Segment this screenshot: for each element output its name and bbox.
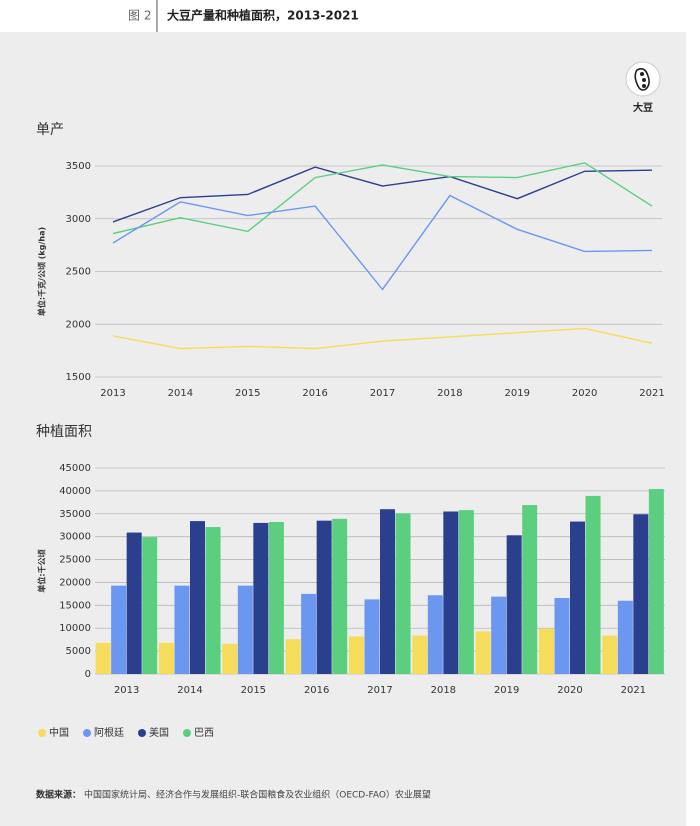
x-tick-label: 2019 xyxy=(494,685,519,696)
soy-icon xyxy=(625,61,661,97)
line xyxy=(112,194,653,291)
figure-title: 大豆产量和种植面积，2013-2021 xyxy=(167,8,359,23)
bar xyxy=(412,635,428,674)
bar xyxy=(538,628,554,674)
bar xyxy=(585,495,601,674)
chart-title: 种植面积 xyxy=(36,424,92,440)
bar xyxy=(253,522,269,674)
bar xyxy=(142,537,158,674)
bar xyxy=(348,636,364,674)
x-tick-label: 2021 xyxy=(621,685,646,696)
legend-swatch xyxy=(138,729,146,737)
bar xyxy=(475,631,491,674)
x-tick-label: 2014 xyxy=(177,685,202,696)
bar xyxy=(316,520,332,674)
bar xyxy=(458,510,474,674)
bar xyxy=(554,598,570,674)
legend-label: 美国 xyxy=(149,726,169,739)
bar xyxy=(506,535,522,674)
bar xyxy=(158,642,174,674)
bar xyxy=(633,514,649,674)
y-tick-label: 45000 xyxy=(59,463,91,474)
x-tick-label: 2013 xyxy=(100,388,125,399)
legend-label: 中国 xyxy=(49,726,69,739)
x-tick-label: 2016 xyxy=(304,685,329,696)
bar xyxy=(174,585,190,674)
bar xyxy=(395,513,411,674)
x-tick-label: 2019 xyxy=(505,388,530,399)
y-tick-label: 10000 xyxy=(59,623,91,634)
bar xyxy=(205,527,221,674)
y-tick-label: 2000 xyxy=(66,319,91,330)
bar xyxy=(364,599,380,674)
y-tick-label: 5000 xyxy=(66,646,91,657)
y-tick-label: 1500 xyxy=(66,372,91,383)
y-axis-title: 单位:千公顷 xyxy=(37,549,47,592)
note-text: 中国国家统计局、经济合作与发展组织-联合国粮食及农业组织（OECD-FAO）农业… xyxy=(84,789,431,801)
legend-swatch xyxy=(183,729,191,737)
bar xyxy=(95,642,111,674)
bar xyxy=(111,585,127,674)
x-tick-label: 2016 xyxy=(302,388,327,399)
bar xyxy=(443,511,459,674)
y-tick-label: 2500 xyxy=(66,267,91,278)
bar xyxy=(491,596,507,674)
line xyxy=(112,327,653,350)
x-tick-label: 2020 xyxy=(557,685,582,696)
bar xyxy=(380,509,396,674)
bar xyxy=(301,593,317,674)
panel xyxy=(0,32,686,826)
bar xyxy=(237,585,253,674)
y-tick-label: 40000 xyxy=(59,486,91,497)
x-tick-label: 2021 xyxy=(639,388,664,399)
y-tick-label: 0 xyxy=(85,669,91,680)
legend-label: 巴西 xyxy=(194,727,214,739)
bar xyxy=(570,521,586,674)
y-tick-label: 20000 xyxy=(59,577,91,588)
bar xyxy=(190,521,206,674)
legend-label: 阿根廷 xyxy=(94,726,124,739)
x-tick-label: 2018 xyxy=(431,685,456,696)
y-axis-title: 单位:千克/公顷 (kg/ha) xyxy=(37,227,47,316)
bar xyxy=(332,518,348,674)
line xyxy=(112,162,653,235)
x-tick-label: 2018 xyxy=(437,388,462,399)
bar xyxy=(427,595,443,674)
x-tick-label: 2015 xyxy=(241,685,266,696)
y-tick-label: 30000 xyxy=(59,532,91,543)
icon-label: 大豆 xyxy=(633,101,653,114)
bar xyxy=(602,635,618,674)
bar xyxy=(617,600,633,674)
bar xyxy=(648,489,664,674)
bar xyxy=(268,522,284,674)
note-label: 数据来源： xyxy=(36,789,81,801)
chart-title: 单产 xyxy=(36,122,64,138)
x-tick-label: 2013 xyxy=(114,685,139,696)
x-tick-label: 2020 xyxy=(572,388,597,399)
y-tick-label: 15000 xyxy=(59,600,91,611)
x-tick-label: 2017 xyxy=(370,388,395,399)
legend-swatch xyxy=(38,729,46,737)
bar xyxy=(126,532,142,674)
x-tick-label: 2015 xyxy=(235,388,260,399)
y-tick-label: 3500 xyxy=(66,161,91,172)
y-tick-label: 3000 xyxy=(66,214,91,225)
bar xyxy=(285,639,301,674)
y-tick-label: 25000 xyxy=(59,555,91,566)
x-tick-label: 2017 xyxy=(367,685,392,696)
x-tick-label: 2014 xyxy=(168,388,193,399)
legend-swatch xyxy=(83,729,91,737)
y-tick-label: 35000 xyxy=(59,509,91,520)
line xyxy=(112,166,653,223)
figure-label: 图 2 xyxy=(128,9,151,23)
bar xyxy=(222,643,238,674)
bar xyxy=(522,505,538,674)
